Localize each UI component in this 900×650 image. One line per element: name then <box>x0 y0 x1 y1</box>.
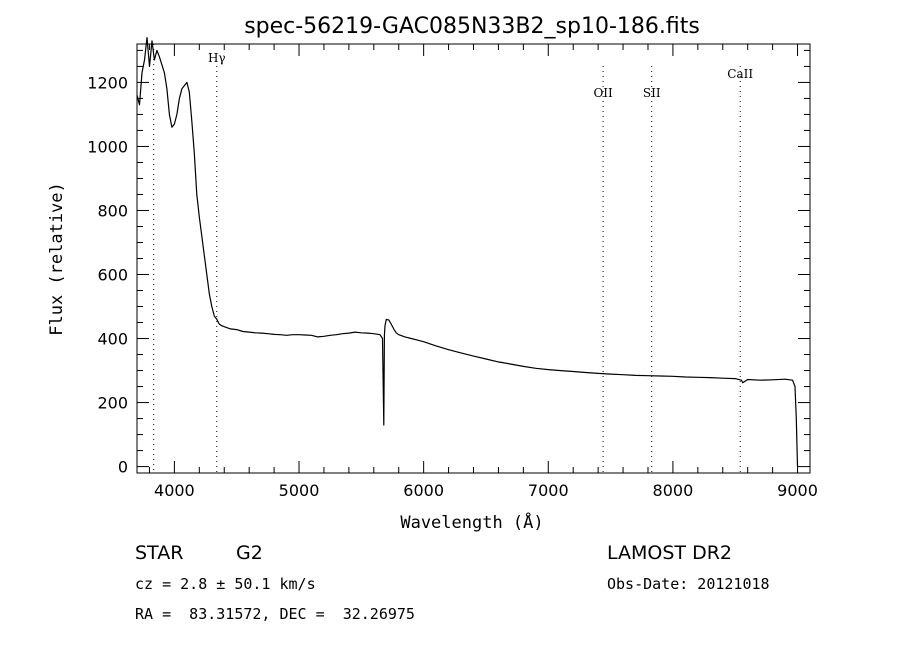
plot-frame <box>136 43 811 474</box>
x-axis-label: Wavelength (Å) <box>400 511 543 533</box>
object-class: STAR <box>135 542 184 564</box>
survey-name: LAMOST DR2 <box>607 542 732 564</box>
y-tick-label: 400 <box>97 330 128 349</box>
redshift-text: cz = 2.8 ± 50.1 km/s <box>135 575 316 593</box>
observation-date: Obs-Date: 20121018 <box>607 575 770 593</box>
y-tick-label: 1000 <box>87 137 128 156</box>
chart-title: spec-56219-GAC085N33B2_sp10-186.fits <box>244 14 700 39</box>
spectrum-line <box>136 36 799 467</box>
x-tick-label: 7000 <box>528 481 569 500</box>
emission-line-label: OII <box>593 86 613 100</box>
y-tick-label: 200 <box>97 394 128 413</box>
y-tick-label: 600 <box>97 266 128 285</box>
y-tick-label: 0 <box>118 458 128 477</box>
x-tick-label: 5000 <box>279 481 320 500</box>
x-tick-label: 4000 <box>154 481 195 500</box>
y-tick-label: 1200 <box>87 73 128 92</box>
coordinates-text: RA = 83.31572, DEC = 32.26975 <box>135 605 415 623</box>
emission-line-label: CaII <box>727 67 753 81</box>
emission-line-label: Hγ <box>208 51 226 65</box>
plot-area: 4000 5000 6000 7000 8000 9000 0 200 400 600 800 100… <box>87 36 818 500</box>
object-subclass: G2 <box>236 542 263 564</box>
y-tick-label: 800 <box>97 201 128 220</box>
emission-line-label: SII <box>643 86 661 100</box>
y-axis-label: Flux (relative) <box>47 182 67 336</box>
x-tick-label: 6000 <box>403 481 444 500</box>
x-tick-label: 9000 <box>777 481 818 500</box>
x-tick-label: 8000 <box>653 481 694 500</box>
